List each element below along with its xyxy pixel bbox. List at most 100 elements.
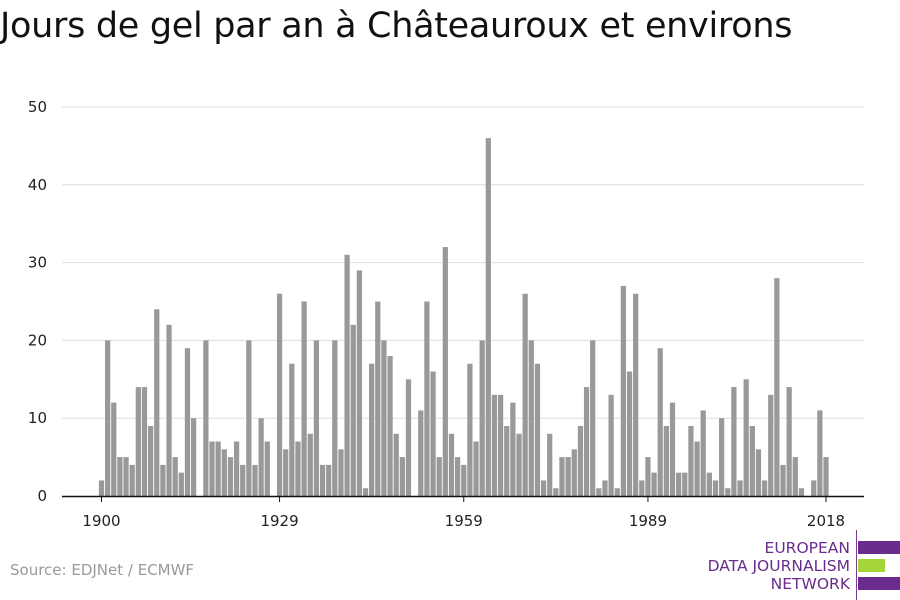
- bar-1944: [369, 363, 375, 496]
- bar-1912: [172, 457, 178, 496]
- logo-separator: [856, 530, 857, 600]
- chart-title: Jours de gel par an à Châteauroux et env…: [0, 6, 793, 46]
- bar-1919: [215, 441, 221, 496]
- x-tick-label: 1929: [260, 512, 298, 530]
- bar-1955: [436, 457, 442, 496]
- bar-1914: [184, 348, 191, 496]
- bar-2005: [743, 379, 749, 496]
- logo-bar-green: [858, 559, 885, 572]
- y-axis-labels: 0 10 20 30 40 50: [28, 98, 47, 505]
- bar-1925: [252, 464, 258, 496]
- bar-1942: [356, 270, 362, 496]
- bar-1965: [497, 394, 504, 496]
- bar-1934: [307, 433, 313, 496]
- x-tick-label: 1900: [82, 512, 120, 530]
- bar-1946: [381, 340, 387, 496]
- bar-1933: [301, 301, 307, 496]
- bar-2013: [792, 457, 798, 496]
- bar-1910: [160, 464, 166, 496]
- bar-1918: [209, 441, 215, 496]
- bar-1962: [479, 340, 485, 496]
- bar-1984: [614, 488, 620, 496]
- bar-1941: [350, 324, 356, 496]
- bar-1921: [227, 457, 234, 496]
- bar-1993: [669, 402, 676, 496]
- bar-1927: [264, 441, 270, 496]
- bar-1970: [528, 340, 534, 496]
- bar-1975: [559, 457, 565, 496]
- bar-1937: [326, 464, 332, 496]
- bar-1963: [485, 138, 491, 496]
- bar-1991: [657, 348, 663, 496]
- x-axis-ticks: 1900 1929 1959 1989 2018: [82, 496, 845, 530]
- bar-2004: [737, 480, 743, 496]
- bar-2003: [731, 387, 737, 496]
- bar-1958: [454, 457, 461, 496]
- bar-1947: [387, 355, 393, 496]
- bar-1935: [313, 340, 320, 496]
- bar-2018: [823, 457, 829, 496]
- bar-1968: [516, 433, 522, 496]
- bar-1943: [362, 488, 369, 496]
- bar-2016: [811, 480, 817, 496]
- bar-1932: [295, 441, 301, 496]
- bar-1901: [105, 340, 111, 496]
- bar-1966: [504, 425, 510, 496]
- bar-1922: [233, 441, 240, 496]
- bar-1953: [424, 301, 430, 496]
- bar-1950: [405, 379, 412, 496]
- bar-1949: [399, 457, 405, 496]
- bar-1940: [344, 254, 350, 496]
- bar-1931: [289, 363, 295, 496]
- logo-text-data-journalism: DATA JOURNALISM: [707, 557, 850, 575]
- y-tick-label: 10: [28, 409, 47, 427]
- bar-1985: [620, 285, 627, 496]
- bar-1961: [473, 441, 479, 496]
- bar-1998: [700, 410, 706, 496]
- bar-2011: [780, 464, 786, 496]
- y-tick-label: 20: [28, 331, 47, 349]
- bar-1948: [393, 433, 399, 496]
- bar-1967: [510, 402, 516, 496]
- bar-1909: [154, 309, 160, 496]
- bar-1990: [651, 472, 657, 496]
- y-tick-label: 40: [28, 176, 47, 194]
- bar-2009: [768, 394, 774, 496]
- bar-2017: [817, 410, 823, 496]
- logo-text-network: NETWORK: [770, 575, 850, 593]
- bar-1995: [682, 472, 688, 496]
- bar-1929: [276, 293, 283, 496]
- y-tick-label: 0: [37, 487, 47, 505]
- bar-1904: [123, 457, 129, 496]
- y-tick-label: 30: [28, 254, 47, 272]
- bar-1999: [706, 472, 712, 496]
- bar-1996: [688, 425, 694, 496]
- logo-bar-purple-top: [858, 541, 900, 554]
- bar-1992: [663, 425, 669, 496]
- bar-1997: [694, 441, 700, 496]
- bar-1976: [565, 457, 571, 496]
- bar-1938: [332, 340, 338, 496]
- bar-1957: [448, 433, 455, 496]
- bar-2006: [749, 425, 755, 496]
- bar-1954: [430, 371, 436, 496]
- bar-1960: [467, 363, 473, 496]
- bar-1981: [596, 488, 602, 496]
- bar-1930: [283, 449, 289, 496]
- bar-1939: [338, 449, 344, 496]
- bar-2008: [761, 480, 768, 496]
- bar-1980: [590, 340, 596, 496]
- bar-1986: [626, 371, 633, 496]
- bar-2010: [774, 278, 780, 496]
- bar-1913: [178, 472, 184, 496]
- bar-1905: [129, 464, 135, 496]
- bar-1911: [166, 324, 172, 496]
- bar-1974: [553, 488, 559, 496]
- bar-2007: [755, 449, 762, 496]
- bar-1906: [135, 387, 141, 496]
- bars: [98, 138, 829, 496]
- bar-1902: [111, 402, 117, 496]
- bar-1936: [319, 464, 326, 496]
- bar-1900: [98, 480, 105, 496]
- bar-1973: [547, 433, 553, 496]
